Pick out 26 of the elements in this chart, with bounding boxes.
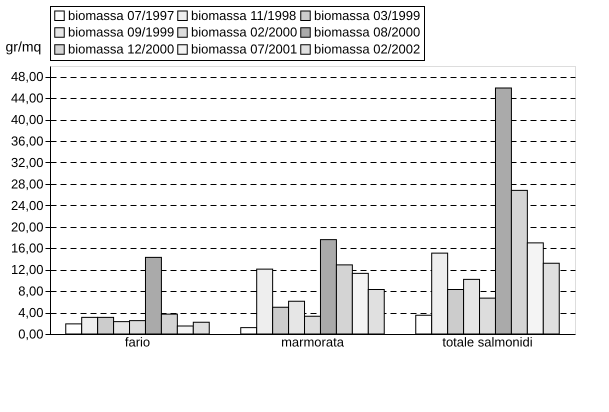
y-tick-label: 32,00 — [10, 154, 44, 170]
legend-label: biomassa 02/2002 — [314, 42, 420, 56]
y-tick-label: 20,00 — [10, 219, 44, 234]
legend-label: biomassa 09/1999 — [68, 24, 174, 40]
y-tick-label: 12,00 — [10, 262, 44, 278]
y-tick-label: 48,00 — [10, 69, 44, 84]
legend-label: biomassa 03/1999 — [314, 8, 420, 23]
y-tick-label: 28,00 — [10, 176, 44, 192]
x-tick-label: marmorata — [281, 334, 345, 350]
legend-label: biomassa 07/1997 — [68, 8, 174, 23]
y-tick-label: 0,00 — [18, 326, 44, 342]
legend-label: biomassa 02/2000 — [191, 24, 298, 40]
legend-label: biomassa 08/2000 — [314, 24, 420, 40]
legend-label: biomassa 07/2001 — [191, 42, 298, 56]
y-tick-label: 40,00 — [10, 112, 44, 128]
y-tick-label: 44,00 — [10, 90, 44, 106]
x-tick-label: totale salmonidi — [442, 334, 533, 350]
y-tick-label: 36,00 — [10, 134, 44, 149]
x-tick-label: fario — [124, 334, 150, 350]
y-axis-title: gr/mq — [6, 38, 42, 54]
y-tick-label: 8,00 — [18, 284, 44, 299]
legend-label: biomassa 12/2000 — [68, 42, 174, 56]
y-tick-label: 4,00 — [18, 305, 44, 320]
legend-label: biomassa 11/1998 — [191, 8, 296, 23]
y-tick-label: 24,00 — [10, 198, 44, 213]
y-tick-label: 16,00 — [10, 240, 44, 256]
